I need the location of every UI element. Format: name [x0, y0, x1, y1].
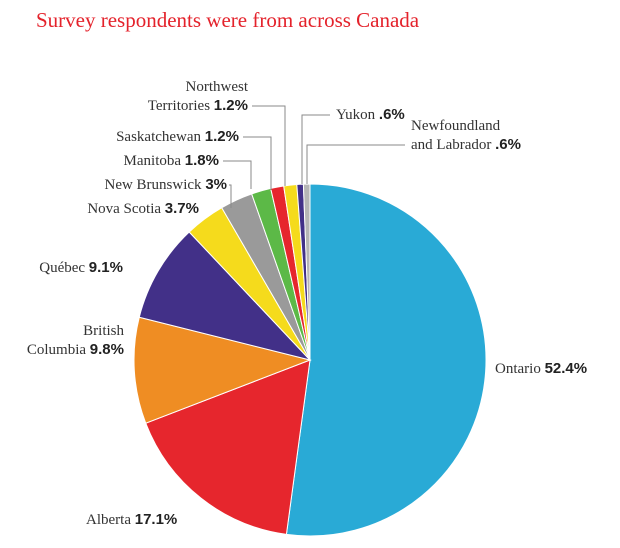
- slice-label-text: Territories: [148, 98, 210, 114]
- pie-slice-qu-bec: [138, 231, 312, 361]
- slice-label-text: British: [83, 323, 124, 339]
- slice-label-newfoundland-and-labrador: Newfoundland and Labrador .6%: [411, 118, 521, 153]
- slice-label-text: Ontario: [495, 361, 541, 377]
- leader-line-new-brunswick: [229, 184, 232, 208]
- slice-value-british-columbia: 9.8%: [90, 341, 124, 358]
- slice-value-saskatchewan: 1.2%: [205, 128, 239, 145]
- pie-slices: [133, 183, 487, 537]
- slice-label-text: and Labrador: [411, 137, 491, 153]
- slice-label-new-brunswick: New Brunswick 3%: [104, 176, 227, 193]
- pie-slice-british-columbia: [133, 316, 312, 424]
- slice-label-manitoba: Manitoba 1.8%: [124, 152, 219, 169]
- pie-slice-newfoundland-and-labrador: [302, 183, 311, 361]
- slice-value-new-brunswick: 3%: [205, 176, 227, 193]
- slice-label-saskatchewan: Saskatchewan 1.2%: [116, 128, 239, 145]
- leader-line-northwest-territories: [252, 105, 286, 186]
- pie-slice-ontario: [285, 183, 487, 537]
- slice-label-yukon: Yukon .6%: [336, 106, 405, 123]
- slice-label-text: New Brunswick: [104, 177, 202, 193]
- pie-slice-alberta: [145, 359, 311, 535]
- slice-label-qu-bec: Québec 9.1%: [39, 259, 123, 276]
- slice-value-yukon: .6%: [379, 106, 405, 123]
- slice-label-text: Nova Scotia: [87, 201, 161, 217]
- slice-label-british-columbia: British Columbia 9.8%: [27, 323, 125, 358]
- slice-label-text: Columbia: [27, 342, 87, 358]
- leader-line-newfoundland-and-labrador: [306, 144, 405, 184]
- leader-lines: [223, 105, 405, 208]
- leader-line-manitoba: [223, 160, 252, 189]
- slice-value-qu-bec: 9.1%: [89, 259, 123, 276]
- slice-label-alberta: Alberta 17.1%: [86, 511, 177, 528]
- slice-value-alberta: 17.1%: [135, 511, 178, 528]
- leader-line-saskatchewan: [243, 136, 272, 190]
- slice-label-ontario: Ontario 52.4%: [495, 360, 587, 377]
- leader-line-yukon: [301, 114, 330, 184]
- slice-labels: Ontario 52.4% Alberta 17.1% British Columbi…: [27, 79, 587, 528]
- slice-value-newfoundland-and-labrador: .6%: [495, 136, 521, 153]
- slice-label-text: Québec: [39, 260, 85, 276]
- slice-value-ontario: 52.4%: [545, 360, 588, 377]
- slice-label-nova-scotia: Nova Scotia 3.7%: [87, 200, 199, 217]
- slice-value-northwest-territories: 1.2%: [214, 97, 248, 114]
- chart-title: Survey respondents were from across Cana…: [36, 8, 420, 32]
- slice-label-text: Manitoba: [124, 153, 182, 169]
- slice-label-text: Saskatchewan: [116, 129, 201, 145]
- slice-label-text: Newfoundland: [411, 118, 501, 134]
- slice-label-northwest-territories: Northwest Territories 1.2%: [148, 79, 249, 114]
- slice-label-text: Alberta: [86, 512, 131, 528]
- slice-label-text: Northwest: [186, 79, 249, 95]
- slice-value-nova-scotia: 3.7%: [165, 200, 199, 217]
- slice-label-text: Yukon: [336, 107, 376, 123]
- slice-value-manitoba: 1.8%: [185, 152, 219, 169]
